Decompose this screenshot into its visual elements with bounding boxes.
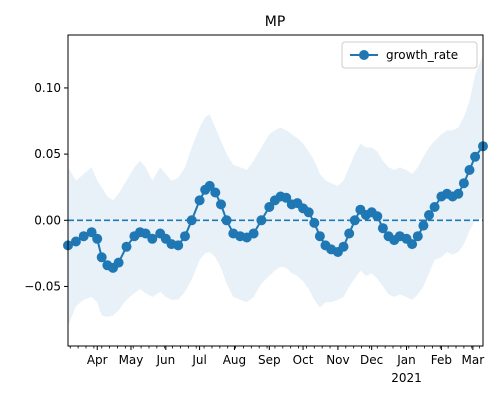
confidence-band: [68, 54, 483, 327]
x-tick-label: Sep: [258, 353, 281, 367]
x-tick-year-label: 2021: [391, 371, 422, 385]
growth-rate-point: [464, 165, 475, 175]
chart-title: MP: [265, 14, 286, 30]
growth-rate-point: [281, 192, 292, 203]
legend: growth_rate: [341, 41, 478, 69]
growth-rate-point: [204, 180, 215, 191]
y-tick-label: 0.05: [34, 147, 61, 161]
x-tick-label: Dec: [360, 353, 383, 367]
growth-rate-point: [248, 228, 259, 239]
growth-rate-point: [70, 236, 81, 247]
growth-rate-point: [256, 215, 267, 226]
growth-rate-point: [216, 199, 226, 210]
growth-rate-point: [418, 220, 429, 231]
x-tick-label: Mar: [462, 353, 485, 367]
legend-label: growth_rate: [386, 48, 458, 62]
x-tick-label: Jul: [191, 353, 206, 367]
growth-rate-point: [377, 223, 388, 234]
growth-rate-point: [147, 233, 158, 244]
growth-rate-point: [453, 188, 464, 199]
growth-rate-point: [140, 228, 151, 239]
growth-rate-point: [429, 202, 440, 212]
growth-rate-point: [186, 215, 197, 226]
growth-rate-point: [303, 207, 314, 218]
confidence-band-layer: [68, 54, 483, 327]
y-tick-label: 0.00: [34, 213, 61, 227]
growth-rate-point: [180, 231, 190, 242]
y-axis: −0.05 0.00 0.05 0.10: [24, 81, 68, 293]
growth-rate-point: [92, 233, 103, 244]
x-axis: Apr May Jun Jul Aug Sep Oct Nov Dec Jan 2021 Feb Mar: [69, 346, 485, 385]
growth-rate-point: [338, 241, 349, 252]
x-tick-label: Oct: [293, 353, 314, 367]
growth-rate-point: [121, 241, 132, 252]
growth-rate-point: [372, 211, 383, 222]
growth-rate-point: [470, 151, 481, 162]
growth-rate-point: [458, 178, 469, 189]
plot-frame: [67, 34, 484, 347]
growth-rate-point: [96, 252, 107, 263]
x-tick-label: May: [119, 353, 144, 367]
growth-rate-point: [221, 215, 232, 226]
growth-rate-point: [78, 231, 89, 242]
legend-marker: [359, 50, 369, 60]
y-tick-label: −0.05: [24, 279, 61, 293]
growth-rate-point: [113, 257, 124, 268]
growth-rate-point: [86, 227, 97, 238]
growth-rate-point: [314, 231, 325, 242]
x-tick-label: Aug: [223, 353, 246, 367]
x-tick-label: Apr: [87, 353, 108, 367]
x-tick-label: Jan: [396, 353, 416, 367]
growth-rate-point: [194, 195, 205, 206]
growth-rate-point: [412, 231, 423, 242]
growth-rate-point: [210, 187, 221, 198]
growth-rate-point: [309, 217, 320, 228]
growth-rate-point: [264, 202, 275, 212]
growth-rate-point: [349, 215, 360, 226]
x-tick-label: Nov: [326, 353, 349, 367]
growth-rate-point: [407, 239, 418, 250]
growth-rate-point: [173, 240, 184, 251]
x-tick-label: Jun: [155, 353, 175, 367]
growth-rate-point: [424, 210, 434, 220]
y-tick-label: 0.10: [34, 81, 61, 95]
growth-rate-point: [344, 228, 355, 239]
series-layer: [63, 141, 488, 273]
x-tick-label: Feb: [431, 353, 452, 367]
legend-box: [341, 41, 478, 69]
